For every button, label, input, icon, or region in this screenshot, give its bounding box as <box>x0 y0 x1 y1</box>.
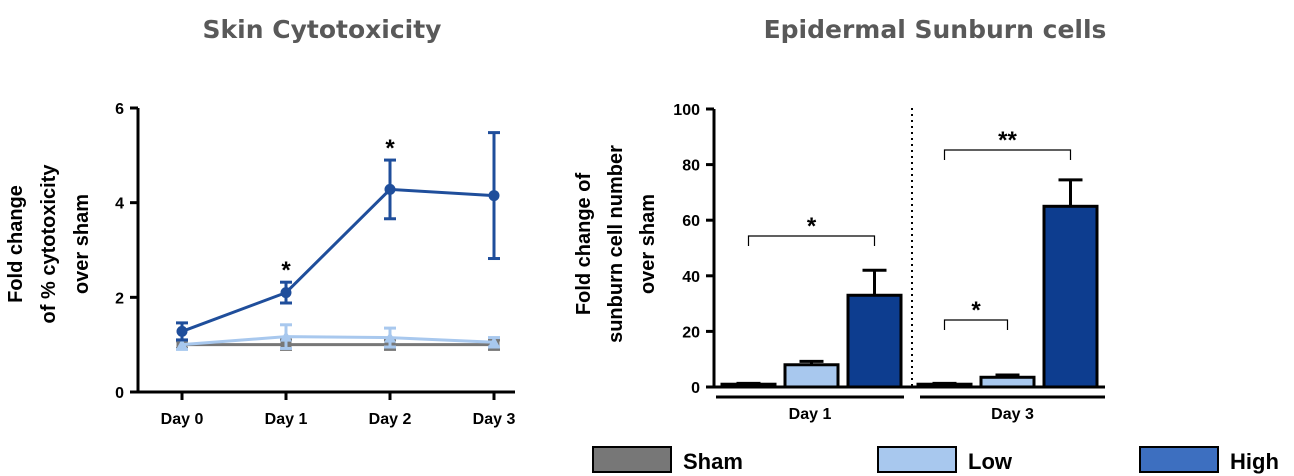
chart2-bar <box>979 375 1036 389</box>
chart2-y-axis-label-line: over sham <box>637 194 659 294</box>
chart1-y-axis-label-line: Fold change <box>5 185 27 303</box>
chart1-x-tick-label: Day 1 <box>265 411 308 428</box>
chart1-y-tick-label: 6 <box>115 101 124 118</box>
chart1-y-tick-label: 2 <box>115 290 124 307</box>
chart1-significance-star: * <box>281 257 291 284</box>
chart1-significance-star: * <box>385 135 395 162</box>
chart1-data-point <box>176 338 188 350</box>
legend: Sham Low High <box>592 446 1279 474</box>
chart2-significance-star: * <box>971 297 981 324</box>
chart1-data-point <box>384 331 396 343</box>
chart1-y-axis-label-line: over sham <box>71 194 93 294</box>
chart2-significance-star: ** <box>998 127 1017 154</box>
chart2-bar <box>1042 204 1099 389</box>
chart2-bar <box>783 363 840 389</box>
chart2-y-axis-label-line: sunburn cell number <box>605 145 627 343</box>
legend-swatch <box>877 446 957 473</box>
chart1-data-point <box>176 325 188 337</box>
chart1-ticks: 0 2 4 6 Day 0 Day 1 Day 2 Day 3 <box>115 101 515 428</box>
chart2-y-tick-label: 80 <box>682 158 700 175</box>
chart1-axes <box>136 108 515 394</box>
chart1-y-axis-label: Fold change of % cytotoxicity over sham <box>5 164 93 324</box>
chart1-data-point <box>488 190 500 202</box>
chart1-title: Skin Cytotoxicity <box>203 15 442 44</box>
chart2-y-tick-label: 60 <box>682 213 700 230</box>
legend-item-high: High <box>1139 446 1279 474</box>
chart1-series-line <box>181 187 495 333</box>
legend-label: Sham <box>683 449 743 474</box>
chart2-significance-star: * <box>807 213 817 240</box>
chart2-bar-day-1-sham <box>720 381 777 389</box>
chart1-x-tick-label: Day 2 <box>369 411 412 428</box>
skin-cytotoxicity-chart: Skin Cytotoxicity Fold change of % cytoto… <box>5 15 515 428</box>
legend-label: Low <box>968 449 1013 474</box>
chart1-data-point <box>280 330 292 342</box>
chart2-y-axis-label: Fold change of sunburn cell number over sh… <box>573 145 659 343</box>
chart1-series-high <box>176 131 500 342</box>
chart2-x-tick-label: Day 3 <box>991 406 1034 423</box>
chart2-axes <box>712 108 1105 389</box>
chart2-significance-bracket <box>943 149 1072 160</box>
chart1-x-tick-label: Day 0 <box>161 411 204 428</box>
chart2-annotations: **** <box>747 127 1072 330</box>
chart2-y-axis-label-line: Fold change of <box>573 173 595 316</box>
sunburn-cells-chart: Epidermal Sunburn cells Fold change of su… <box>573 15 1106 423</box>
legend-swatch <box>1139 446 1219 473</box>
chart2-y-tick-label: 40 <box>682 269 700 286</box>
legend-item-low: Low <box>877 446 1013 474</box>
chart1-x-tick-label: Day 3 <box>473 411 516 428</box>
chart2-bar-day-1-high <box>846 268 903 389</box>
chart1-data-point <box>384 183 396 195</box>
chart1-series-low <box>176 323 500 351</box>
chart2-bar-day-3-high <box>1042 178 1099 389</box>
chart1-y-tick-label: 0 <box>115 385 124 402</box>
chart1-series-line <box>181 335 495 347</box>
chart2-significance-bracket <box>943 319 1009 330</box>
chart2-bar-day-3-sham <box>916 381 973 389</box>
chart2-y-tick-label: 20 <box>682 324 700 341</box>
chart2-bar <box>846 293 903 389</box>
chart2-ticks: 0 20 40 60 80 100 Day 1 Day 3 <box>673 102 1105 423</box>
chart2-x-tick-label: Day 1 <box>789 406 832 423</box>
chart2-bars <box>720 178 1099 389</box>
chart1-y-axis-label-line: of % cytotoxicity <box>38 164 60 324</box>
legend-item-sham: Sham <box>592 446 743 474</box>
chart2-y-tick-label: 100 <box>673 102 700 119</box>
chart1-annotations: ** <box>281 135 395 284</box>
chart1-data-point <box>280 287 292 299</box>
legend-swatch <box>592 446 672 473</box>
chart2-bar-day-1-low <box>783 359 840 389</box>
chart1-series <box>176 131 500 351</box>
legend-label: High <box>1230 449 1279 474</box>
chart2-y-tick-label: 0 <box>691 380 700 397</box>
chart1-y-tick-label: 4 <box>115 196 124 213</box>
chart2-bar-day-3-low <box>979 373 1036 389</box>
chart1-data-point <box>488 336 500 348</box>
chart2-title: Epidermal Sunburn cells <box>764 15 1107 44</box>
chart2-significance-bracket <box>747 235 876 246</box>
